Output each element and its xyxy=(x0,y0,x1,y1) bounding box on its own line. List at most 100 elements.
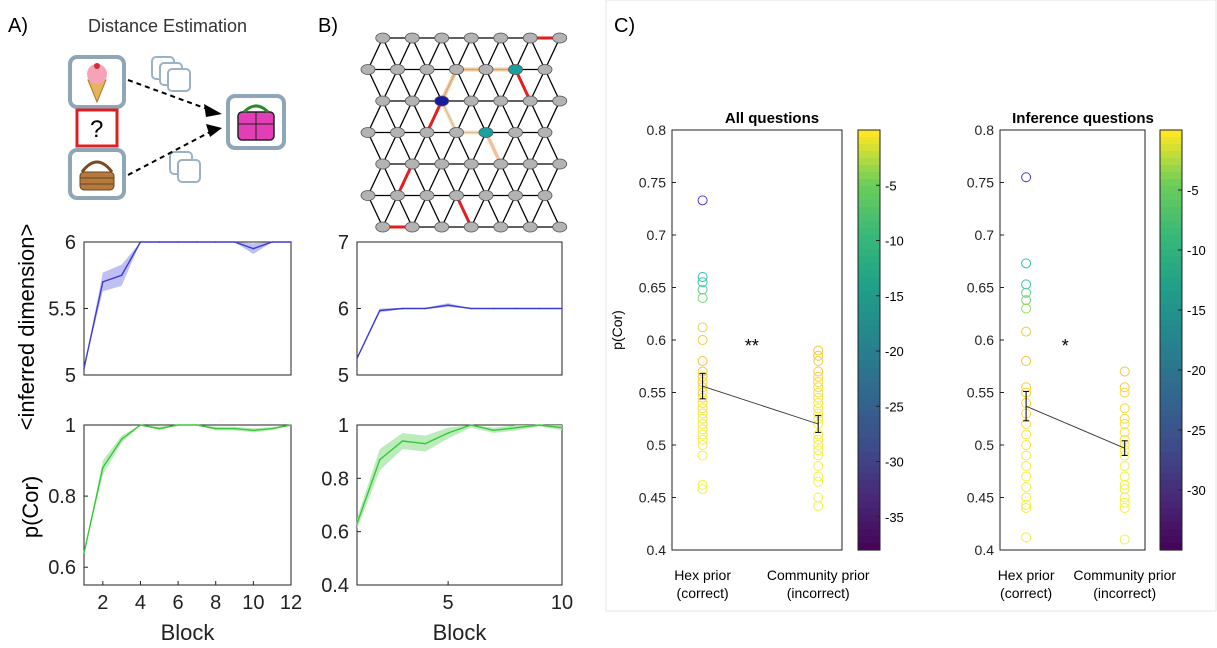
data-point xyxy=(697,356,708,366)
dashed-arrows xyxy=(127,79,211,176)
data-point xyxy=(697,434,708,445)
data-point xyxy=(1119,534,1130,545)
y-tick-label: 0.65 xyxy=(967,280,994,296)
ice-cream-icon xyxy=(87,63,107,104)
colorbar-segment xyxy=(1160,326,1182,334)
lattice-edge xyxy=(500,163,517,196)
question-mark: ? xyxy=(90,116,103,143)
data-point xyxy=(697,440,708,450)
lattice-edge xyxy=(426,132,443,165)
colorbar-tick-label: -15 xyxy=(1187,303,1206,318)
lattice-edge xyxy=(382,132,399,165)
data-point xyxy=(290,241,292,243)
colorbar-segment xyxy=(1160,249,1182,257)
gift-bag-icon xyxy=(237,104,275,141)
lattice-node xyxy=(434,221,450,233)
question-box xyxy=(75,108,119,148)
lattice-node xyxy=(449,190,464,201)
colorbar-segment xyxy=(1160,263,1182,271)
data-point xyxy=(1021,440,1032,450)
data-point xyxy=(1119,479,1130,490)
colorbar-segment xyxy=(858,291,880,299)
data-point xyxy=(378,309,381,312)
lattice-edge xyxy=(441,163,458,196)
colorbar-segment xyxy=(1160,200,1182,208)
category-label: Community prior xyxy=(767,567,870,583)
colorbar-tick-label: -20 xyxy=(885,344,904,359)
colorbar-segment xyxy=(1160,228,1182,236)
lattice-node xyxy=(419,190,435,201)
colorbar-segment xyxy=(1160,354,1182,362)
data-point xyxy=(1119,503,1130,513)
lattice-edge xyxy=(382,37,399,70)
y-tick-label: 0.75 xyxy=(639,175,666,191)
colorbar-segment xyxy=(1160,256,1182,264)
colorbar-segment xyxy=(858,389,880,397)
data-point xyxy=(697,195,708,206)
colorbar-segment xyxy=(858,214,880,222)
data-point xyxy=(177,424,179,426)
panel-c-frame xyxy=(605,0,1217,612)
lattice-node xyxy=(478,64,494,75)
y-tick-label: 0.8 xyxy=(48,486,76,508)
data-point xyxy=(515,307,518,310)
colorbar-tick-label: -20 xyxy=(1187,363,1206,378)
lattice-node xyxy=(463,95,479,107)
data-point xyxy=(214,241,217,243)
y-tick-label: 0.8 xyxy=(321,468,349,490)
colorbar-segment xyxy=(1160,151,1182,159)
lattice-edge xyxy=(514,132,531,165)
lattice-edge xyxy=(367,132,384,165)
data-point xyxy=(1119,419,1130,429)
colorbar-segment xyxy=(858,228,880,236)
lattice-node xyxy=(522,95,538,107)
plot-frame xyxy=(83,241,292,376)
x-tick-label: 10 xyxy=(242,592,264,614)
lattice-edge xyxy=(470,69,487,102)
lattice-edge xyxy=(544,163,561,196)
lattice-node xyxy=(478,127,494,138)
lattice-edge xyxy=(411,69,428,102)
y-tick-label: 0.6 xyxy=(48,557,76,579)
colorbar-segment xyxy=(858,305,880,313)
colorbar-segment xyxy=(1160,333,1182,341)
data-point xyxy=(813,382,824,393)
chart-b-inferred-dimension: 5 6 7 xyxy=(338,232,563,387)
y-tick-label: 0.55 xyxy=(639,385,666,401)
colorbar-segment xyxy=(1160,277,1182,285)
lattice-edge xyxy=(411,195,428,228)
data-point xyxy=(1021,429,1032,440)
colorbar-segment xyxy=(858,312,880,320)
y-tick-label: 0.4 xyxy=(975,542,995,558)
colorbar-segment xyxy=(1160,375,1182,383)
data-point xyxy=(813,440,824,450)
colorbar-segment xyxy=(1160,137,1182,145)
colorbar-segment xyxy=(1160,389,1182,397)
data-point xyxy=(1119,471,1130,482)
data-point xyxy=(1119,427,1130,438)
y-tick-label: 0.4 xyxy=(647,542,667,558)
lattice-edge xyxy=(529,37,546,70)
y-tick-label: 5 xyxy=(338,365,349,387)
data-point xyxy=(1021,492,1032,503)
lattice-edge xyxy=(514,37,531,70)
colorbar-segment xyxy=(858,445,880,453)
data-point xyxy=(697,335,708,345)
category-label: Community prior xyxy=(1073,567,1176,583)
colorbar-segment xyxy=(1160,536,1182,544)
data-point xyxy=(401,307,404,310)
lattice-edge xyxy=(455,100,472,133)
lattice-node xyxy=(508,127,523,138)
lattice-node xyxy=(375,221,391,233)
lattice-node xyxy=(522,32,538,44)
y-tick-label: 0.8 xyxy=(975,122,995,138)
colorbar-segment xyxy=(858,284,880,292)
colorbar-segment xyxy=(858,207,880,215)
ice-cream-card xyxy=(68,55,126,109)
lattice-edge xyxy=(500,69,517,102)
lattice-edge xyxy=(425,100,444,134)
data-point xyxy=(1021,499,1032,510)
colorbar-segment xyxy=(858,298,880,306)
lattice-edge xyxy=(382,69,399,102)
